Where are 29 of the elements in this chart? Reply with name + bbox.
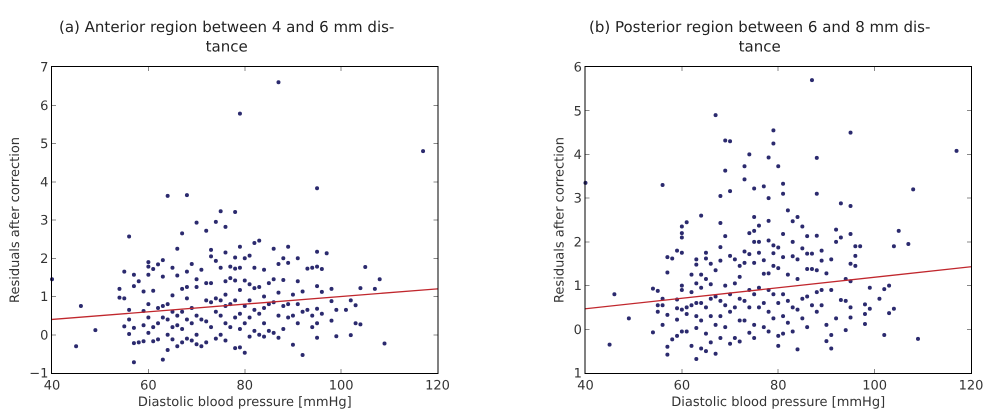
y-tick-label: 4	[574, 148, 582, 163]
x-tick-label: 60	[140, 378, 157, 394]
y-tick-label: 7	[40, 60, 48, 76]
x-tick-label: 60	[674, 378, 690, 394]
chart-title: (a) Anterior region between 4 and 6 mm dis- tance	[59, 18, 394, 56]
y-tick-label: 0	[40, 328, 48, 344]
x-tick-label: 120	[958, 378, 984, 394]
x-tick-label: 100	[328, 378, 354, 394]
y-tick-label: 1	[40, 290, 48, 306]
y-tick-label: 2	[40, 252, 48, 267]
y-axis-title: Residuals after correction	[8, 136, 24, 304]
y-tick-label: 3	[40, 214, 48, 229]
y-tick-label: 5	[574, 104, 582, 120]
x-tick-label: 120	[425, 378, 450, 394]
y-tick-label: 1	[574, 279, 582, 294]
x-tick-label: 80	[770, 378, 787, 394]
chart-title: (b) Posterior region between 6 and 8 mm dis- tance	[589, 18, 930, 56]
y-tick-label: 6	[574, 60, 582, 76]
y-axis-title: Residuals after correction	[552, 136, 568, 304]
y-tick-label: 0	[574, 322, 582, 338]
y-tick-label: 5	[40, 137, 48, 152]
x-tick-label: 80	[236, 378, 254, 394]
x-tick-label: 100	[862, 378, 888, 394]
x-axis-title: Diastolic blood pressure [mmHg]	[138, 395, 352, 410]
y-tick-label: 3	[574, 192, 582, 207]
y-tick-label: 2	[574, 235, 582, 250]
y-tick-label: 4	[40, 175, 48, 190]
x-axis-title: Diastolic blood pressure [mmHg]	[671, 395, 886, 410]
y-tick-label: 6	[40, 98, 48, 114]
